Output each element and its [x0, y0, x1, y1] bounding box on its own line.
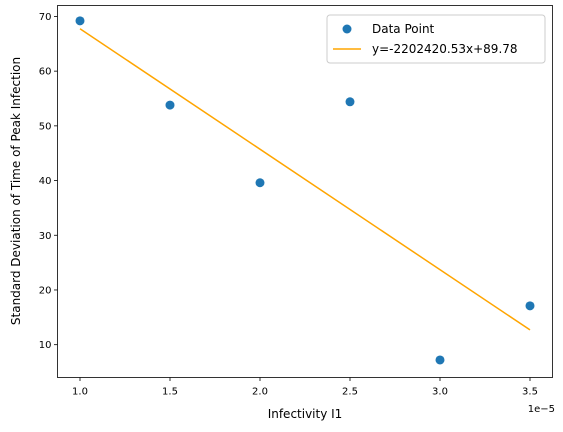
- legend-label-fit-line: y=-2202420.53x+89.78: [372, 42, 518, 56]
- legend-marker-data-point: [342, 24, 352, 34]
- y-tick-label: 50: [39, 121, 52, 132]
- series-layer: [75, 16, 535, 365]
- data-point: [75, 16, 85, 26]
- x-axis: 1.0 1.5 2.0 2.5 3.0 3.5: [72, 377, 538, 398]
- x-tick-label: 1.0: [72, 387, 88, 398]
- y-tick-label: 10: [39, 340, 52, 351]
- y-axis: 10 20 30 40 50 60 70: [39, 12, 58, 351]
- x-axis-label: Infectivity I1: [268, 407, 343, 421]
- legend-box: [326, 14, 546, 64]
- y-tick-label: 30: [39, 231, 52, 242]
- y-tick-label: 20: [39, 285, 52, 296]
- x-tick-label: 3.5: [522, 387, 538, 398]
- fit-line: [79, 28, 531, 331]
- x-tick-label: 1.5: [162, 387, 178, 398]
- y-tick-label: 40: [39, 176, 52, 187]
- data-point: [435, 355, 445, 365]
- data-point: [345, 97, 355, 107]
- x-axis-offset-label: 1e−5: [528, 404, 555, 415]
- legend: Data Point y=-2202420.53x+89.78: [326, 14, 546, 64]
- data-point: [525, 301, 535, 311]
- x-tick-label: 2.0: [252, 387, 268, 398]
- plot-area: [57, 5, 553, 378]
- data-point: [255, 178, 265, 188]
- legend-label-data-point: Data Point: [372, 22, 435, 36]
- data-point: [165, 100, 175, 110]
- y-tick-label: 60: [39, 67, 52, 78]
- x-tick-label: 2.5: [342, 387, 358, 398]
- y-axis-label: Standard Deviation of Time of Peak Infec…: [9, 57, 23, 325]
- x-tick-label: 3.0: [432, 387, 448, 398]
- y-tick-label: 70: [39, 12, 52, 23]
